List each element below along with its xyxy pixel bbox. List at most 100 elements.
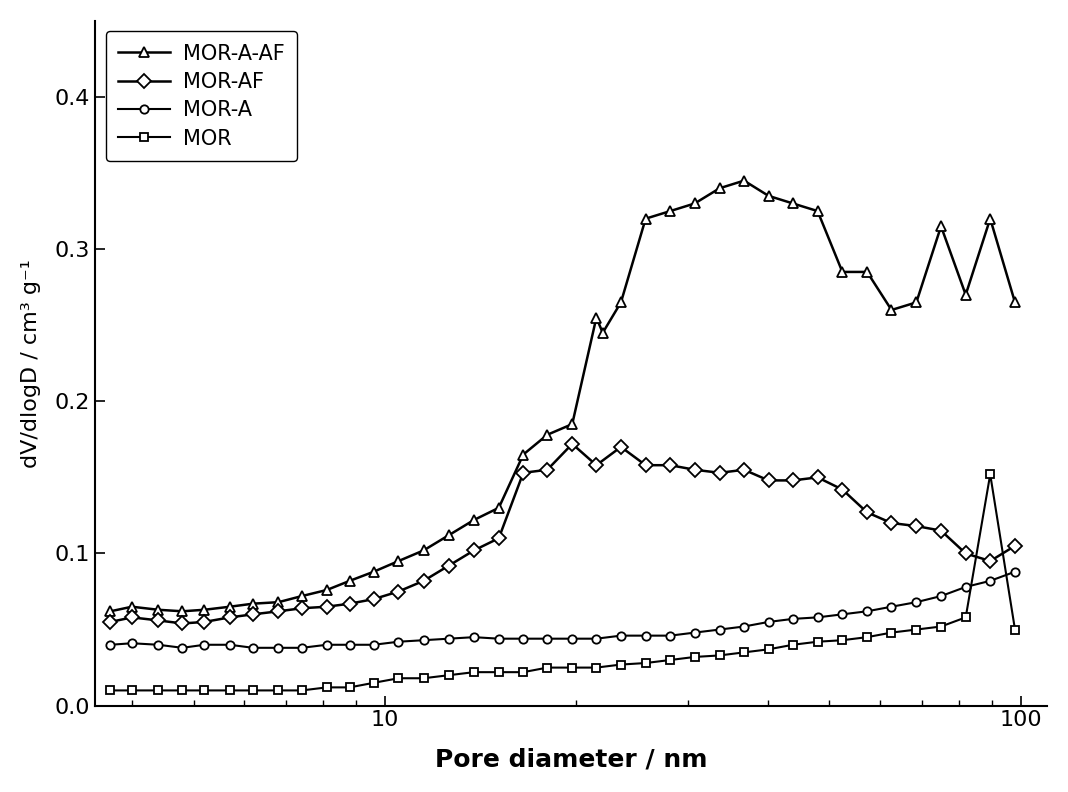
MOR bbox=[392, 673, 405, 683]
MOR-AF bbox=[566, 439, 579, 448]
MOR-A bbox=[492, 634, 505, 643]
MOR-A-AF bbox=[910, 298, 923, 307]
MOR-A bbox=[104, 640, 116, 649]
MOR bbox=[566, 663, 579, 672]
Legend: MOR-A-AF, MOR-AF, MOR-A, MOR: MOR-A-AF, MOR-AF, MOR-A, MOR bbox=[106, 31, 297, 162]
MOR bbox=[442, 671, 455, 680]
MOR-A bbox=[126, 638, 139, 648]
MOR-A-AF bbox=[812, 206, 824, 215]
MOR-A bbox=[590, 634, 602, 643]
MOR-A-AF bbox=[1008, 298, 1021, 307]
MOR-A bbox=[861, 607, 874, 616]
MOR-A bbox=[885, 602, 898, 611]
MOR bbox=[468, 668, 481, 677]
MOR bbox=[343, 683, 356, 692]
MOR-AF bbox=[343, 599, 356, 608]
MOR-AF bbox=[296, 604, 309, 613]
MOR-AF bbox=[104, 617, 116, 626]
MOR-A-AF bbox=[738, 176, 751, 185]
MOR-A bbox=[223, 640, 236, 649]
MOR-A-AF bbox=[517, 450, 530, 459]
MOR-A bbox=[468, 632, 481, 642]
MOR-AF bbox=[640, 460, 653, 470]
MOR-A bbox=[320, 640, 333, 649]
MOR bbox=[640, 658, 653, 668]
MOR bbox=[320, 683, 333, 692]
MOR bbox=[198, 686, 210, 695]
MOR bbox=[812, 637, 824, 646]
MOR bbox=[738, 648, 751, 657]
MOR-A bbox=[640, 631, 653, 641]
MOR bbox=[959, 613, 972, 623]
MOR bbox=[367, 678, 380, 687]
MOR-A bbox=[540, 634, 553, 643]
MOR-A-AF bbox=[640, 214, 653, 223]
MOR-A bbox=[713, 625, 726, 634]
MOR-A-AF bbox=[959, 290, 972, 299]
MOR bbox=[272, 686, 285, 695]
MOR-A-AF bbox=[442, 531, 455, 540]
MOR-A-AF bbox=[984, 214, 996, 223]
MOR-A-AF bbox=[152, 605, 164, 615]
MOR bbox=[492, 668, 505, 677]
MOR-A bbox=[738, 622, 751, 631]
MOR-A bbox=[247, 643, 260, 653]
MOR-AF bbox=[812, 473, 824, 482]
MOR-AF bbox=[664, 460, 677, 470]
MOR-A bbox=[566, 634, 579, 643]
MOR-A bbox=[812, 613, 824, 623]
Line: MOR-AF: MOR-AF bbox=[106, 439, 1020, 628]
Line: MOR-A-AF: MOR-A-AF bbox=[106, 176, 1020, 616]
MOR-A bbox=[367, 640, 380, 649]
MOR bbox=[126, 686, 139, 695]
MOR-A bbox=[272, 643, 285, 653]
MOR-A bbox=[198, 640, 210, 649]
MOR-AF bbox=[468, 546, 481, 555]
MOR bbox=[247, 686, 260, 695]
MOR-A bbox=[343, 640, 356, 649]
MOR-AF bbox=[689, 465, 702, 474]
Line: MOR-A: MOR-A bbox=[106, 568, 1019, 652]
MOR-A-AF bbox=[836, 267, 849, 276]
MOR-A-AF bbox=[367, 567, 380, 577]
MOR-A-AF bbox=[392, 556, 405, 565]
MOR-A-AF bbox=[223, 602, 236, 611]
MOR-AF bbox=[1008, 541, 1021, 550]
MOR-AF bbox=[198, 617, 210, 626]
MOR-AF bbox=[984, 556, 996, 565]
MOR-A-AF bbox=[296, 592, 309, 601]
MOR-AF bbox=[367, 594, 380, 604]
MOR-A bbox=[1008, 567, 1021, 577]
MOR bbox=[984, 470, 996, 479]
MOR-A-AF bbox=[198, 605, 210, 615]
MOR-A bbox=[152, 640, 164, 649]
MOR-A bbox=[517, 634, 530, 643]
MOR bbox=[517, 668, 530, 677]
MOR-A-AF bbox=[418, 546, 430, 555]
MOR-AF bbox=[492, 534, 505, 543]
MOR-AF bbox=[126, 613, 139, 623]
MOR-A-AF bbox=[272, 597, 285, 607]
MOR-A bbox=[442, 634, 455, 643]
MOR-A bbox=[984, 576, 996, 585]
MOR-A-AF bbox=[343, 576, 356, 585]
MOR-AF bbox=[763, 476, 775, 485]
MOR-A bbox=[614, 631, 627, 641]
MOR-A-AF bbox=[596, 328, 609, 337]
MOR-AF bbox=[247, 610, 260, 619]
MOR-A-AF bbox=[614, 298, 627, 307]
X-axis label: Pore diameter / nm: Pore diameter / nm bbox=[435, 747, 707, 771]
MOR bbox=[713, 651, 726, 661]
MOR bbox=[836, 635, 849, 645]
MOR-A bbox=[664, 631, 677, 641]
MOR-AF bbox=[176, 619, 189, 628]
MOR bbox=[590, 663, 602, 672]
MOR-A-AF bbox=[104, 607, 116, 616]
MOR-AF bbox=[442, 561, 455, 570]
MOR-A bbox=[786, 614, 799, 623]
MOR-AF bbox=[861, 508, 874, 517]
MOR bbox=[104, 686, 116, 695]
MOR-AF bbox=[959, 549, 972, 558]
MOR-A-AF bbox=[885, 305, 898, 314]
MOR bbox=[418, 673, 430, 683]
